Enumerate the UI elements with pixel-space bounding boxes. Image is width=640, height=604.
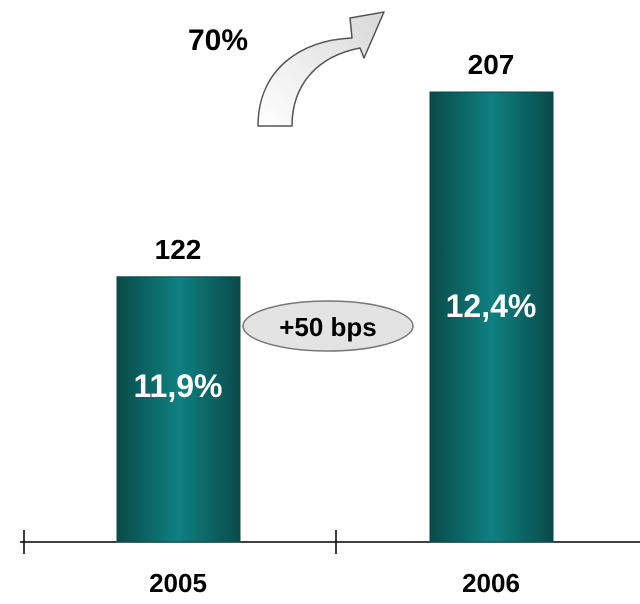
bar-2006 bbox=[429, 91, 554, 543]
category-label-2006: 2006 bbox=[462, 568, 520, 598]
inner-label-2006: 12,4% bbox=[446, 288, 537, 324]
growth-label: 70% bbox=[188, 24, 248, 57]
category-label-2005: 2005 bbox=[149, 568, 207, 598]
value-label-2006: 207 bbox=[468, 49, 515, 80]
value-label-2005: 122 bbox=[155, 234, 202, 265]
inner-label-2005: 11,9% bbox=[134, 368, 223, 404]
bar-2005 bbox=[116, 276, 241, 543]
margin-change-label: +50 bps bbox=[279, 312, 377, 342]
margin-change-badge bbox=[242, 300, 414, 352]
growth-arrow-icon bbox=[257, 11, 385, 127]
